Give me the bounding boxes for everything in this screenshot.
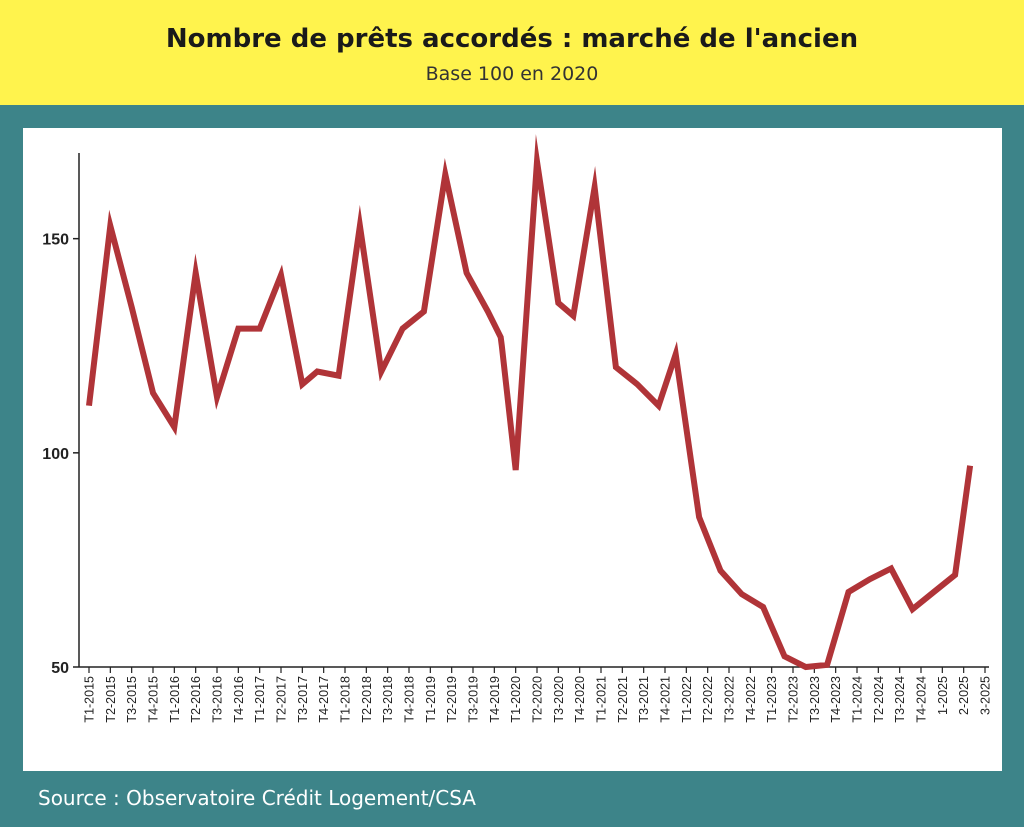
x-tick-label: T3-2020 [552, 676, 566, 723]
x-tick-label: T2-2023 [787, 676, 801, 723]
x-tick-label: T2-2017 [275, 676, 289, 723]
x-tick-label: T2-2016 [189, 676, 203, 723]
x-tick-label: T3-2022 [723, 676, 737, 723]
x-tick-label: T2-2020 [531, 676, 545, 723]
x-tick-label: T4-2023 [829, 676, 843, 723]
x-tick-label: T3-2018 [381, 676, 395, 723]
x-tick-label: T4-2015 [147, 676, 161, 723]
x-tick-label: T3-2024 [893, 676, 907, 723]
x-tick-label: T1-2017 [253, 676, 267, 723]
x-tick-label: T1-2020 [509, 676, 523, 723]
x-tick-label: 1-2025 [936, 676, 950, 715]
x-tick-label: T4-2017 [317, 676, 331, 723]
x-tick-label: T3-2016 [211, 676, 225, 723]
x-tick-label: T4-2024 [915, 676, 929, 723]
x-tick-label: T1-2023 [765, 676, 779, 723]
y-tick-label: 150 [42, 232, 69, 249]
x-tick-label: T3-2023 [808, 676, 822, 723]
x-tick-label: T2-2015 [104, 676, 118, 723]
x-tick-label: T4-2020 [573, 676, 587, 723]
x-tick-label: T4-2019 [488, 676, 502, 723]
y-tick-label: 100 [42, 446, 69, 463]
x-tick-label: T1-2015 [83, 676, 97, 723]
x-tick-label: T3-2017 [296, 676, 310, 723]
x-tick-label: T3-2021 [637, 676, 651, 723]
x-tick-label: T2-2019 [445, 676, 459, 723]
x-tick-label: T2-2024 [872, 676, 886, 723]
x-tick-label: T4-2018 [403, 676, 417, 723]
x-tick-label: T3-2015 [125, 676, 139, 723]
chart-panel: 50 100 150 T1-2015 T2-2015 T3-2015 T4-2015 T1-2… [23, 128, 1002, 771]
x-tick-label: T4-2016 [232, 676, 246, 723]
x-tick-label: T1-2018 [339, 676, 353, 723]
series-line [86, 134, 974, 671]
x-tick-label: T2-2021 [616, 676, 630, 723]
x-tick-label: T4-2021 [659, 676, 673, 723]
x-tick-label: T1-2016 [168, 676, 182, 723]
chart-header: Nombre de prêts accordés : marché de l'a… [0, 0, 1024, 105]
x-tick-label: T1-2021 [595, 676, 609, 723]
x-tick-label: 2-2025 [957, 676, 971, 715]
x-tick-label: 3-2025 [979, 676, 993, 715]
x-tick-label: T1-2022 [680, 676, 694, 723]
y-tick-label: 50 [51, 660, 69, 677]
line-chart: 50 100 150 T1-2015 T2-2015 T3-2015 T4-2015 T1-2… [42, 134, 993, 723]
x-tick-label: T1-2024 [851, 676, 865, 723]
source-note: Source : Observatoire Crédit Logement/CS… [38, 786, 476, 810]
x-tick-label: T2-2022 [701, 676, 715, 723]
x-tick-label: T4-2022 [744, 676, 758, 723]
chart-subtitle: Base 100 en 2020 [425, 63, 599, 85]
x-tick-label: T3-2019 [467, 676, 481, 723]
chart-title: Nombre de prêts accordés : marché de l'a… [165, 24, 859, 54]
x-tick-label: T1-2019 [424, 676, 438, 723]
x-tick-label: T2-2018 [360, 676, 374, 723]
